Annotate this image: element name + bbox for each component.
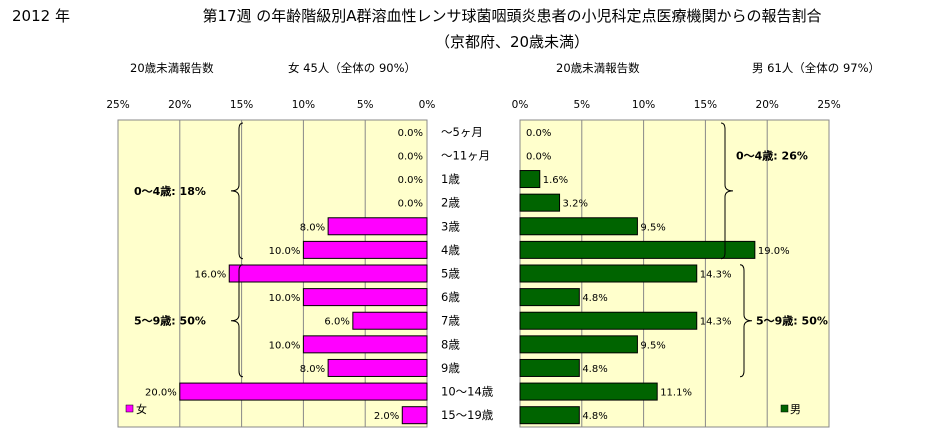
left-bar: [302, 288, 428, 307]
year-label: 2012 年: [12, 7, 70, 25]
right-x-tick-label: 20%: [756, 99, 779, 111]
left-data-label: 10.0%: [269, 340, 301, 351]
left-bar: [327, 217, 428, 236]
right-bar: [519, 240, 756, 259]
right-bar: [519, 406, 580, 425]
right-data-label: 4.8%: [582, 411, 607, 422]
male-legend-swatch: [780, 404, 789, 413]
right-data-label: 4.8%: [582, 364, 607, 375]
right-bar: [519, 335, 638, 354]
left-group-label: 0～4歳: 18%: [134, 184, 206, 198]
left-data-label: 8.0%: [300, 364, 325, 375]
left-data-label: 2.0%: [374, 411, 399, 422]
right-x-tick-label: 25%: [817, 99, 840, 111]
right-data-label: 0.0%: [526, 128, 551, 139]
chart-title: 第17週 の年齢階級別A群溶血性レンサ球菌咽頭炎患者の小児科定点医療機関からの報…: [202, 7, 821, 25]
category-label: ～11ヶ月: [441, 148, 490, 162]
category-label: 8歳: [441, 337, 460, 351]
left-x-tick-label: 0%: [419, 99, 436, 111]
left-data-label: 8.0%: [300, 222, 325, 233]
right-data-label: 4.8%: [582, 293, 607, 304]
category-label: 5歳: [441, 267, 460, 281]
right-bar: [519, 311, 698, 330]
male-legend-label: 男: [790, 403, 801, 416]
left-x-tick-label: 15%: [230, 99, 253, 111]
right-data-label: 9.5%: [640, 340, 665, 351]
left-data-label: 0.0%: [398, 151, 423, 162]
right-bar: [519, 382, 658, 401]
right-group-brace: [720, 122, 734, 260]
male-count-summary: 男 61人（全体の 97%）: [752, 61, 880, 75]
left-x-tick-label: 10%: [292, 99, 315, 111]
left-data-label: 0.0%: [398, 175, 423, 186]
left-data-label: 0.0%: [398, 128, 423, 139]
left-bar: [327, 358, 428, 377]
category-label: 6歳: [441, 290, 460, 304]
male-count-heading: 20歳未満報告数: [556, 61, 640, 75]
right-group-label: 0～4歳: 26%: [736, 148, 808, 162]
left-bar: [302, 335, 428, 354]
right-data-label: 1.6%: [543, 175, 568, 186]
left-bar: [179, 382, 428, 401]
right-group-label: 5～9歳: 50%: [756, 314, 828, 328]
category-label: 3歳: [441, 219, 460, 233]
category-label: 9歳: [441, 361, 460, 375]
category-label: 15～19歳: [441, 408, 494, 422]
right-bar: [519, 264, 698, 283]
category-label: 2歳: [441, 196, 460, 210]
right-bar: [519, 288, 580, 307]
left-data-label: 10.0%: [269, 246, 301, 257]
left-bar: [302, 240, 428, 259]
left-group-brace: [230, 264, 244, 378]
right-x-tick-label: 15%: [694, 99, 717, 111]
left-bar: [352, 311, 428, 330]
female-legend-swatch: [125, 404, 134, 413]
left-x-tick-label: 25%: [106, 99, 129, 111]
right-data-label: 9.5%: [640, 222, 665, 233]
right-data-label: 19.0%: [758, 246, 790, 257]
right-bar: [519, 358, 580, 377]
chart-subtitle: （京都府、20歳未満）: [435, 33, 589, 51]
left-data-label: 16.0%: [194, 270, 226, 281]
left-group-brace: [230, 122, 244, 260]
category-label: 4歳: [441, 243, 460, 257]
left-x-tick-label: 20%: [168, 99, 191, 111]
category-label: 7歳: [441, 314, 460, 328]
left-data-label: 0.0%: [398, 199, 423, 210]
right-x-tick-label: 0%: [512, 99, 529, 111]
left-bar: [228, 264, 428, 283]
right-bar: [519, 170, 541, 189]
right-group-brace: [739, 264, 753, 378]
female-count-summary: 女 45人（全体の 90%）: [288, 61, 416, 75]
right-x-tick-label: 5%: [573, 99, 590, 111]
left-data-label: 20.0%: [145, 388, 177, 399]
left-bar: [401, 406, 428, 425]
category-label: ～5ヶ月: [441, 125, 483, 139]
right-data-label: 14.3%: [700, 317, 732, 328]
right-bar: [519, 217, 638, 236]
right-data-label: 11.1%: [660, 388, 692, 399]
category-label: 10～14歳: [441, 385, 494, 399]
female-count-heading: 20歳未満報告数: [130, 61, 214, 75]
left-data-label: 6.0%: [324, 317, 349, 328]
left-data-label: 10.0%: [269, 293, 301, 304]
right-data-label: 3.2%: [563, 199, 588, 210]
right-data-label: 14.3%: [700, 270, 732, 281]
category-label: 1歳: [441, 172, 460, 186]
left-x-tick-label: 5%: [357, 99, 374, 111]
right-bar: [519, 193, 561, 212]
right-x-tick-label: 10%: [632, 99, 655, 111]
female-legend-label: 女: [136, 402, 147, 416]
right-data-label: 0.0%: [526, 151, 551, 162]
left-group-label: 5～9歳: 50%: [134, 314, 206, 328]
